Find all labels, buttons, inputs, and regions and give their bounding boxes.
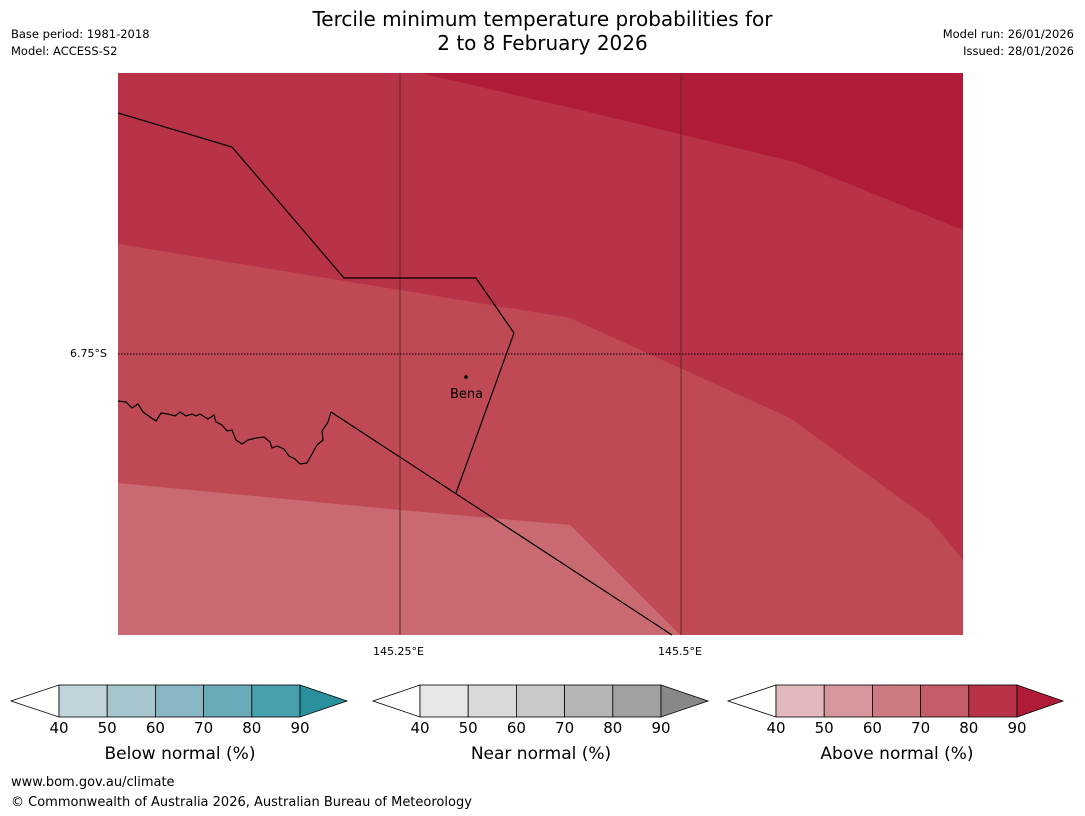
meta-left: Base period: 1981-2018 Model: ACCESS-S2 xyxy=(11,26,150,60)
colorbar-below-tick: 80 xyxy=(242,719,262,737)
base-period: Base period: 1981-2018 xyxy=(11,27,150,41)
map-area xyxy=(118,73,963,635)
colorbar-near-low-extend xyxy=(371,684,421,718)
model-name: Model: ACCESS-S2 xyxy=(11,44,118,58)
colorbar-above-low-extend xyxy=(726,684,777,718)
colorbar-below-tick: 50 xyxy=(97,719,117,737)
chart-title: Tercile minimum temperature probabilitie… xyxy=(0,7,1085,55)
colorbar-near-segment xyxy=(419,684,469,718)
issued-date: Issued: 28/01/2026 xyxy=(963,44,1074,58)
colorbar-near-tick: 90 xyxy=(651,719,671,737)
colorbar-below-tick: 90 xyxy=(290,719,310,737)
model-run: Model run: 26/01/2026 xyxy=(942,27,1074,41)
colorbar-near-tick: 80 xyxy=(603,719,623,737)
colorbar-above-segment xyxy=(823,684,873,718)
colorbar-above-segment xyxy=(968,684,1018,718)
town-marker-bena xyxy=(464,375,468,379)
footer-url: www.bom.gov.au/climate xyxy=(11,775,175,790)
province-boundary xyxy=(117,112,515,494)
latitude-label: 6.75°S xyxy=(70,347,107,360)
footer-copyright: © Commonwealth of Australia 2026, Austra… xyxy=(11,795,472,810)
town-label-bena: Bena xyxy=(450,387,484,402)
legend-title-above: Above normal (%) xyxy=(820,744,974,764)
colorbar-below-tick: 60 xyxy=(145,719,165,737)
longitude-label-145-25: 145.25°E xyxy=(373,645,424,658)
colorbar-below-segment xyxy=(203,684,253,718)
colorbar-below-tick: 70 xyxy=(194,719,214,737)
longitude-label-145-5: 145.5°E xyxy=(658,645,702,658)
colorbar-near-segment xyxy=(612,684,662,718)
title-line-2: 2 to 8 February 2026 xyxy=(437,31,648,55)
colorbar-near-segment xyxy=(564,684,614,718)
colorbar-near-tick: 40 xyxy=(410,719,430,737)
colorbar-above-tick: 80 xyxy=(959,719,979,737)
river-boundary xyxy=(117,400,332,465)
colorbar-below-segment xyxy=(58,684,108,718)
legend-title-below: Below normal (%) xyxy=(104,744,256,764)
colorbar-above-tick: 60 xyxy=(862,719,882,737)
colorbar-below-segment xyxy=(251,684,301,718)
colorbar-near-tick: 70 xyxy=(555,719,575,737)
colorbar-above-segment xyxy=(775,684,825,718)
colorbars xyxy=(9,684,1065,718)
colorbar-above-segment xyxy=(920,684,970,718)
colorbar-above-segment xyxy=(872,684,922,718)
colorbar-below-low-extend xyxy=(9,684,60,718)
colorbar-above-tick: 70 xyxy=(911,719,931,737)
title-line-1: Tercile minimum temperature probabilitie… xyxy=(312,7,773,31)
colorbar-above-tick: 90 xyxy=(1007,719,1027,737)
colorbar-above-high-extend xyxy=(1016,684,1065,718)
legend-title-near: Near normal (%) xyxy=(470,744,612,764)
colorbar-near-segment xyxy=(516,684,566,718)
colorbar-below-high-extend xyxy=(299,684,349,718)
colorbar-near-segment xyxy=(467,684,517,718)
colorbar-above-tick: 40 xyxy=(766,719,786,737)
colorbar-below-segment xyxy=(106,684,156,718)
colorbar-near-tick: 60 xyxy=(506,719,526,737)
meta-right: Model run: 26/01/2026 Issued: 28/01/2026 xyxy=(943,26,1074,60)
colorbar-near-high-extend xyxy=(660,684,710,718)
colorbar-below-segment xyxy=(154,684,204,718)
region-50-60 xyxy=(118,483,680,635)
colorbar-above-tick: 50 xyxy=(814,719,834,737)
colorbar-near-tick: 50 xyxy=(458,719,478,737)
province-boundary-south xyxy=(330,411,673,636)
colorbar-below-tick: 40 xyxy=(49,719,69,737)
